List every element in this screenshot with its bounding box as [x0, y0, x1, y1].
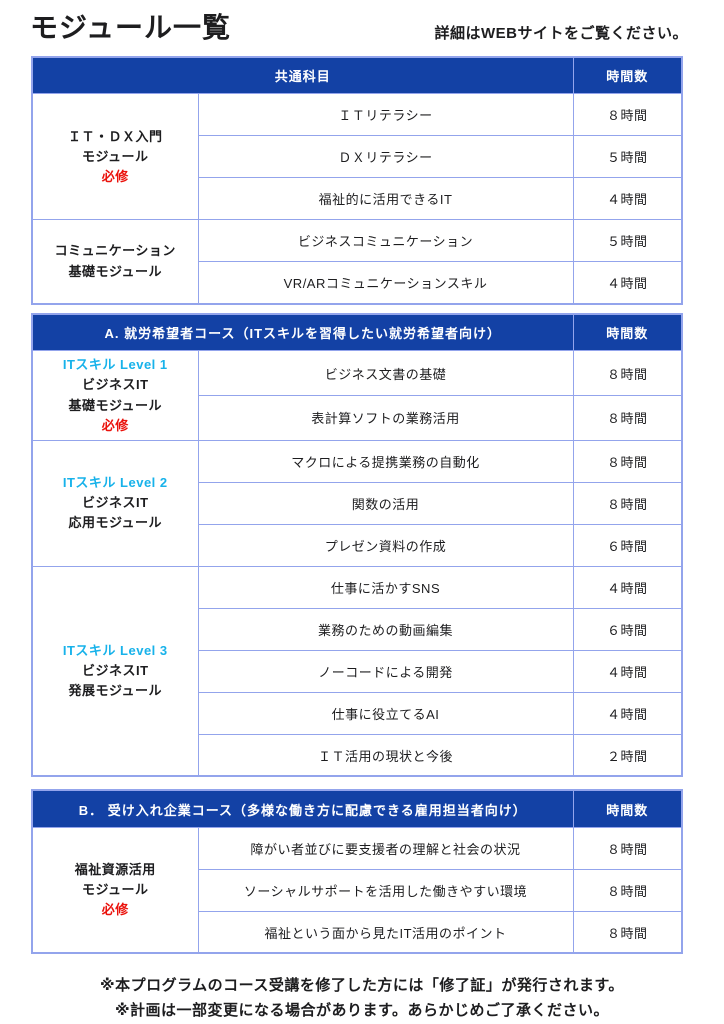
table-row: ＤＸリテラシー ５時間 — [32, 135, 683, 179]
subject-cell: ビジネスコミュニケーション — [197, 219, 574, 263]
subject-cell: ＤＸリテラシー — [197, 135, 574, 179]
hours-cell: ４時間 — [572, 261, 683, 305]
subject-cell: ノーコードによる開発 — [197, 649, 574, 693]
table-row: ITスキル Level 1 ビジネスIT 基礎モジュール 必修 ビジネス文書の基… — [31, 350, 683, 441]
table-header-row: 共通科目 時間数 — [31, 56, 683, 95]
module-group-it-dx: ＩＴ・ＤＸ入門 モジュール 必修 — [31, 93, 199, 221]
group-name-line: ビジネスIT — [81, 377, 149, 393]
level-label: ITスキル Level 2 — [62, 475, 168, 491]
hours-cell: ２時間 — [572, 733, 683, 777]
module-group-level2: ITスキル Level 2 ビジネスIT 応用モジュール — [31, 439, 199, 567]
hours-header: 時間数 — [572, 56, 683, 95]
hours-header: 時間数 — [572, 789, 683, 828]
hours-cell: ８時間 — [572, 350, 683, 397]
course-b-table: B． 受け入れ企業コース（多様な働き方に配慮できる雇用担当者向け） 時間数 福祉… — [31, 789, 683, 955]
group-name-line: 福祉資源活用 — [74, 861, 156, 877]
table-row: ITスキル Level 2 ビジネスIT 応用モジュール マクロによる提携業務の… — [31, 439, 683, 567]
module-group-welfare: 福祉資源活用 モジュール 必修 — [31, 826, 199, 954]
table-row: 業務のための動画編集 ６時間 — [32, 607, 683, 651]
required-badge: 必修 — [101, 417, 129, 433]
subject-cell: マクロによる提携業務の自動化 — [197, 439, 574, 483]
hours-cell: ５時間 — [572, 219, 683, 263]
hours-cell: ８時間 — [572, 93, 683, 137]
course-a-table: A. 就労希望者コース（ITスキルを習得したい就労希望者向け） 時間数 ITスキ… — [31, 312, 684, 778]
footnote-line: ※計画は一部変更になる場合があります。あらかじめご了承ください。 — [114, 1002, 610, 1020]
group-name-line: モジュール — [81, 882, 149, 898]
subject-cell: 福祉的に活用できるIT — [197, 177, 574, 221]
hours-cell: ５時間 — [572, 135, 683, 179]
hours-cell: ４時間 — [572, 691, 683, 735]
section-header-common: 共通科目 — [31, 56, 574, 95]
subject-cell: 仕事に活かすSNS — [197, 565, 574, 609]
module-group-level1: ITスキル Level 1 ビジネスIT 基礎モジュール 必修 — [31, 350, 199, 441]
section-header-course-b: B． 受け入れ企業コース（多様な働き方に配慮できる雇用担当者向け） — [31, 789, 574, 828]
table-row: 福祉資源活用 モジュール 必修 障がい者並びに要支援者の理解と社会の状況 ８時間 — [31, 826, 683, 954]
table-row: 関数の活用 ８時間 — [32, 481, 683, 525]
table-row: プレゼン資料の作成 ６時間 — [32, 523, 683, 567]
subject-cell: ＩＴ活用の現状と今後 — [197, 733, 574, 777]
subject-cell: ソーシャルサポートを活用した働きやすい環境 — [197, 868, 574, 912]
table-row: ノーコードによる開発 ４時間 — [32, 649, 683, 693]
hours-cell: ６時間 — [572, 607, 683, 651]
table-row: コミュニケーション 基礎モジュール ビジネスコミュニケーション ５時間 — [31, 219, 683, 305]
subject-cell: ビジネス文書の基礎 — [197, 350, 574, 397]
footnote-line: ※本プログラムのコース受講を修了した方には「修了証」が発行されます。 — [100, 977, 624, 995]
table-header-row: B． 受け入れ企業コース（多様な働き方に配慮できる雇用担当者向け） 時間数 — [31, 789, 683, 828]
web-site-note: 詳細はWEBサイトをご覧ください。 — [434, 24, 688, 42]
hours-cell: ６時間 — [572, 523, 683, 567]
table-row: 表計算ソフトの業務活用 ８時間 — [32, 395, 683, 441]
level-label: ITスキル Level 3 — [62, 642, 168, 658]
table-row: ITスキル Level 3 ビジネスIT 発展モジュール 仕事に活かすSNS ４… — [31, 565, 683, 777]
group-name-line: 基礎モジュール — [68, 263, 163, 279]
module-group-communication: コミュニケーション 基礎モジュール — [31, 219, 199, 305]
required-badge: 必修 — [101, 168, 129, 184]
group-name-line: ＩＴ・ＤＸ入門 — [67, 128, 163, 144]
subject-cell: VR/ARコミュニケーションスキル — [197, 261, 574, 305]
hours-cell: ８時間 — [572, 868, 683, 912]
hours-cell: ４時間 — [572, 565, 683, 609]
subject-cell: 業務のための動画編集 — [197, 607, 574, 651]
group-name-line: ビジネスIT — [81, 663, 149, 679]
table-header-row: A. 就労希望者コース（ITスキルを習得したい就労希望者向け） 時間数 — [31, 313, 683, 352]
group-name-line: コミュニケーション — [54, 243, 176, 259]
footnotes: ※本プログラムのコース受講を修了した方には「修了証」が発行されます。 ※計画は一… — [0, 974, 724, 1024]
group-name-line: 基礎モジュール — [68, 397, 163, 413]
common-subjects-table: 共通科目 時間数 ＩＴ・ＤＸ入門 モジュール 必修 ＩＴリテラシー ８時間 ＤＸ… — [31, 55, 684, 305]
group-name-line: 発展モジュール — [68, 683, 163, 699]
hours-cell: ８時間 — [572, 481, 683, 525]
table-row: VR/ARコミュニケーションスキル ４時間 — [32, 261, 683, 305]
group-name-line: 応用モジュール — [68, 515, 163, 531]
hours-cell: ８時間 — [572, 439, 683, 483]
section-header-course-a: A. 就労希望者コース（ITスキルを習得したい就労希望者向け） — [31, 313, 574, 352]
table-row: ソーシャルサポートを活用した働きやすい環境 ８時間 — [32, 868, 683, 912]
table-row: ＩＴ・ＤＸ入門 モジュール 必修 ＩＴリテラシー ８時間 — [31, 93, 683, 221]
table-row: 福祉という面から見たIT活用のポイント ８時間 — [32, 910, 683, 954]
subject-cell: 福祉という面から見たIT活用のポイント — [197, 910, 574, 954]
level-label: ITスキル Level 1 — [62, 357, 168, 373]
page-header: モジュール一覧 詳細はWEBサイトをご覧ください。 — [0, 0, 724, 44]
page-title: モジュール一覧 — [30, 12, 232, 43]
hours-cell: ４時間 — [572, 649, 683, 693]
subject-cell: 関数の活用 — [197, 481, 574, 525]
subject-cell: ＩＴリテラシー — [197, 93, 574, 137]
hours-cell: ８時間 — [572, 910, 683, 954]
hours-cell: ８時間 — [572, 826, 683, 870]
hours-cell: ４時間 — [572, 177, 683, 221]
table-row: ＩＴ活用の現状と今後 ２時間 — [32, 733, 683, 777]
group-name-line: モジュール — [81, 148, 149, 164]
subject-cell: 仕事に役立てるAI — [197, 691, 574, 735]
hours-cell: ８時間 — [572, 395, 683, 441]
hours-header: 時間数 — [572, 313, 683, 352]
module-group-level3: ITスキル Level 3 ビジネスIT 発展モジュール — [31, 565, 199, 777]
group-name-line: ビジネスIT — [81, 495, 149, 511]
required-badge: 必修 — [101, 902, 129, 918]
subject-cell: プレゼン資料の作成 — [197, 523, 574, 567]
subject-cell: 障がい者並びに要支援者の理解と社会の状況 — [197, 826, 574, 870]
subject-cell: 表計算ソフトの業務活用 — [197, 395, 574, 441]
